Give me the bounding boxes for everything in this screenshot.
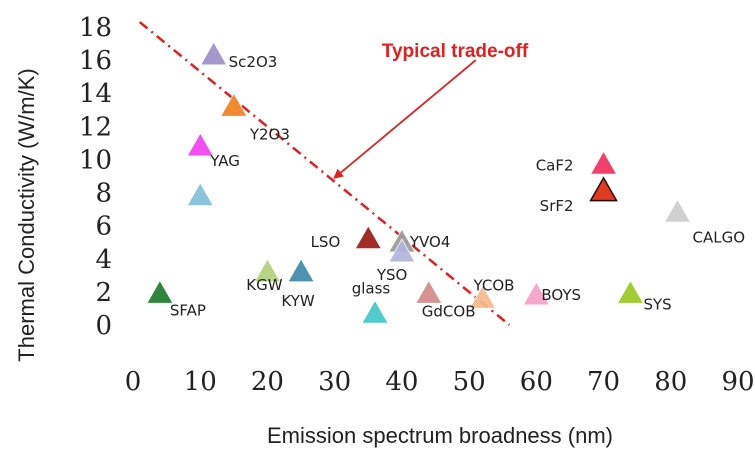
- y-tick-label: 12: [79, 112, 112, 142]
- y-tick-label: 4: [95, 245, 112, 275]
- data-point: [361, 299, 389, 324]
- point-label: LSO: [311, 233, 341, 251]
- point-label: BOYS: [541, 286, 581, 304]
- point-label: KYW: [281, 292, 314, 310]
- y-tick-label: 2: [95, 278, 112, 308]
- x-tick-label: 0: [125, 367, 142, 397]
- trade-off-line-group: [138, 21, 511, 326]
- x-tick-label: 70: [587, 367, 620, 397]
- point-label: KGW: [246, 276, 282, 294]
- data-point: [388, 238, 416, 263]
- y-axis-title: Thermal Conductivity (W/m/K): [14, 68, 39, 361]
- data-point: [287, 258, 315, 283]
- data-point: [589, 150, 618, 175]
- x-tick-label: 10: [184, 367, 217, 397]
- x-ticks: 0 10 20 30 40 50 60 70 80 90: [125, 367, 755, 397]
- data-points: [146, 41, 692, 324]
- point-label: SFAP: [170, 302, 206, 320]
- point-label: Y2O3: [249, 125, 290, 143]
- point-label: glass: [352, 279, 391, 297]
- y-tick-label: 6: [95, 212, 112, 242]
- data-point: [522, 281, 551, 306]
- data-point: [253, 258, 282, 283]
- data-point: [186, 182, 214, 207]
- point-label: CaF2: [536, 156, 574, 174]
- x-tick-label: 60: [520, 367, 553, 397]
- point-label: YAG: [209, 152, 240, 170]
- trade-off-line: [138, 21, 511, 326]
- x-axis-title: Emission spectrum broadness (nm): [267, 423, 613, 448]
- data-point: [589, 176, 618, 202]
- data-point: [199, 41, 228, 66]
- y-tick-label: 10: [79, 145, 112, 175]
- x-tick-label: 30: [318, 367, 351, 397]
- point-label: Sc2O3: [229, 53, 278, 71]
- data-point: [146, 279, 174, 304]
- x-tick-label: 90: [721, 367, 754, 397]
- data-point: [616, 279, 645, 304]
- trade-off-arrow: [333, 59, 477, 179]
- y-tick-label: 18: [79, 13, 112, 43]
- y-tick-label: 14: [79, 79, 112, 109]
- point-label: CALGO: [693, 228, 746, 246]
- x-tick-label: 50: [453, 367, 486, 397]
- x-tick-label: 80: [654, 367, 687, 397]
- point-label: YVO4: [409, 233, 451, 251]
- data-point: [354, 225, 382, 250]
- data-point: [186, 132, 214, 157]
- x-tick-label: 20: [251, 367, 284, 397]
- x-tick-label: 40: [385, 367, 418, 397]
- point-label: YCOB: [473, 277, 515, 295]
- point-label: SYS: [643, 296, 671, 314]
- data-point: [663, 198, 692, 223]
- trade-off-annotation: Typical trade-off: [382, 41, 529, 62]
- y-tick-label: 0: [95, 311, 112, 341]
- y-axis-title-group: Thermal Conductivity (W/m/K): [14, 68, 39, 361]
- point-label: SrF2: [540, 197, 574, 215]
- point-label: YSO: [376, 266, 408, 284]
- point-label: GdCOB: [422, 303, 476, 321]
- data-point: [415, 279, 443, 304]
- y-tick-label: 16: [79, 46, 112, 76]
- data-point: [220, 92, 248, 117]
- data-point: [468, 284, 497, 309]
- y-tick-label: 8: [95, 179, 112, 209]
